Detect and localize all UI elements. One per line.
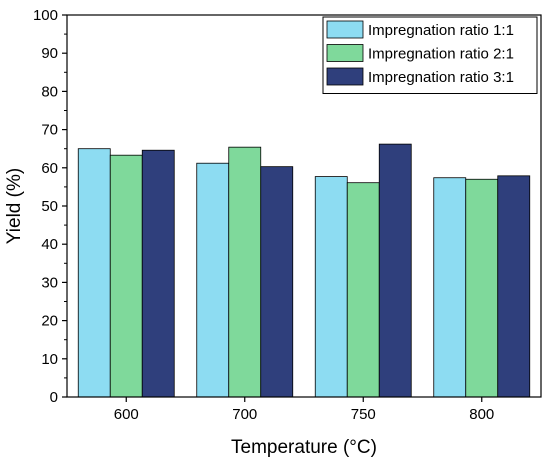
- bar-800-series-1: [433, 177, 467, 398]
- legend-swatch-2: [326, 44, 364, 62]
- bar-600-series-2: [109, 154, 143, 398]
- x-tick-label-600: 600: [114, 406, 139, 423]
- bar-750-series-1: [314, 176, 348, 398]
- y-tick-label: 40: [41, 236, 58, 253]
- axes-group: 0 10 20 30 40 50 60 70 80 90 100 600 700 750 800: [33, 7, 542, 423]
- y-tick-label: 70: [41, 122, 58, 139]
- x-axis-title: Temperature (°C): [231, 437, 377, 458]
- y-axis-title: Yield (%): [4, 168, 25, 244]
- bar-800-series-3: [497, 175, 531, 398]
- bar-700-series-3: [260, 166, 294, 398]
- y-tick-label: 100: [33, 7, 58, 24]
- y-tick-label: 0: [50, 389, 58, 406]
- bar-750-series-2: [346, 182, 380, 398]
- y-tick-label: 10: [41, 351, 58, 368]
- bars-group: [77, 143, 531, 398]
- legend: Impregnation ratio 1:1 Impregnation ratio…: [322, 16, 538, 94]
- legend-swatch-3: [326, 67, 364, 86]
- y-tick-label: 50: [41, 198, 58, 215]
- bar-700-series-2: [228, 146, 262, 398]
- y-tick-label: 60: [41, 160, 58, 177]
- legend-label-1: Impregnation ratio 1:1: [368, 22, 514, 39]
- y-tick-label: 30: [41, 274, 58, 291]
- y-tick-label: 20: [41, 313, 58, 330]
- x-tick-label-700: 700: [232, 406, 257, 423]
- legend-label-3: Impregnation ratio 3:1: [368, 69, 514, 86]
- bar-700-series-1: [196, 162, 230, 398]
- x-tick-label-750: 750: [351, 406, 376, 423]
- y-tick-label: 80: [41, 83, 58, 100]
- x-tick-label-800: 800: [469, 406, 494, 423]
- legend-label-2: Impregnation ratio 2:1: [368, 46, 514, 63]
- legend-swatch-1: [326, 20, 364, 39]
- bar-800-series-2: [465, 178, 499, 398]
- bar-600-series-1: [77, 148, 111, 398]
- y-tick-label: 90: [41, 45, 58, 62]
- bar-600-series-3: [141, 149, 175, 398]
- bar-750-series-3: [378, 143, 412, 398]
